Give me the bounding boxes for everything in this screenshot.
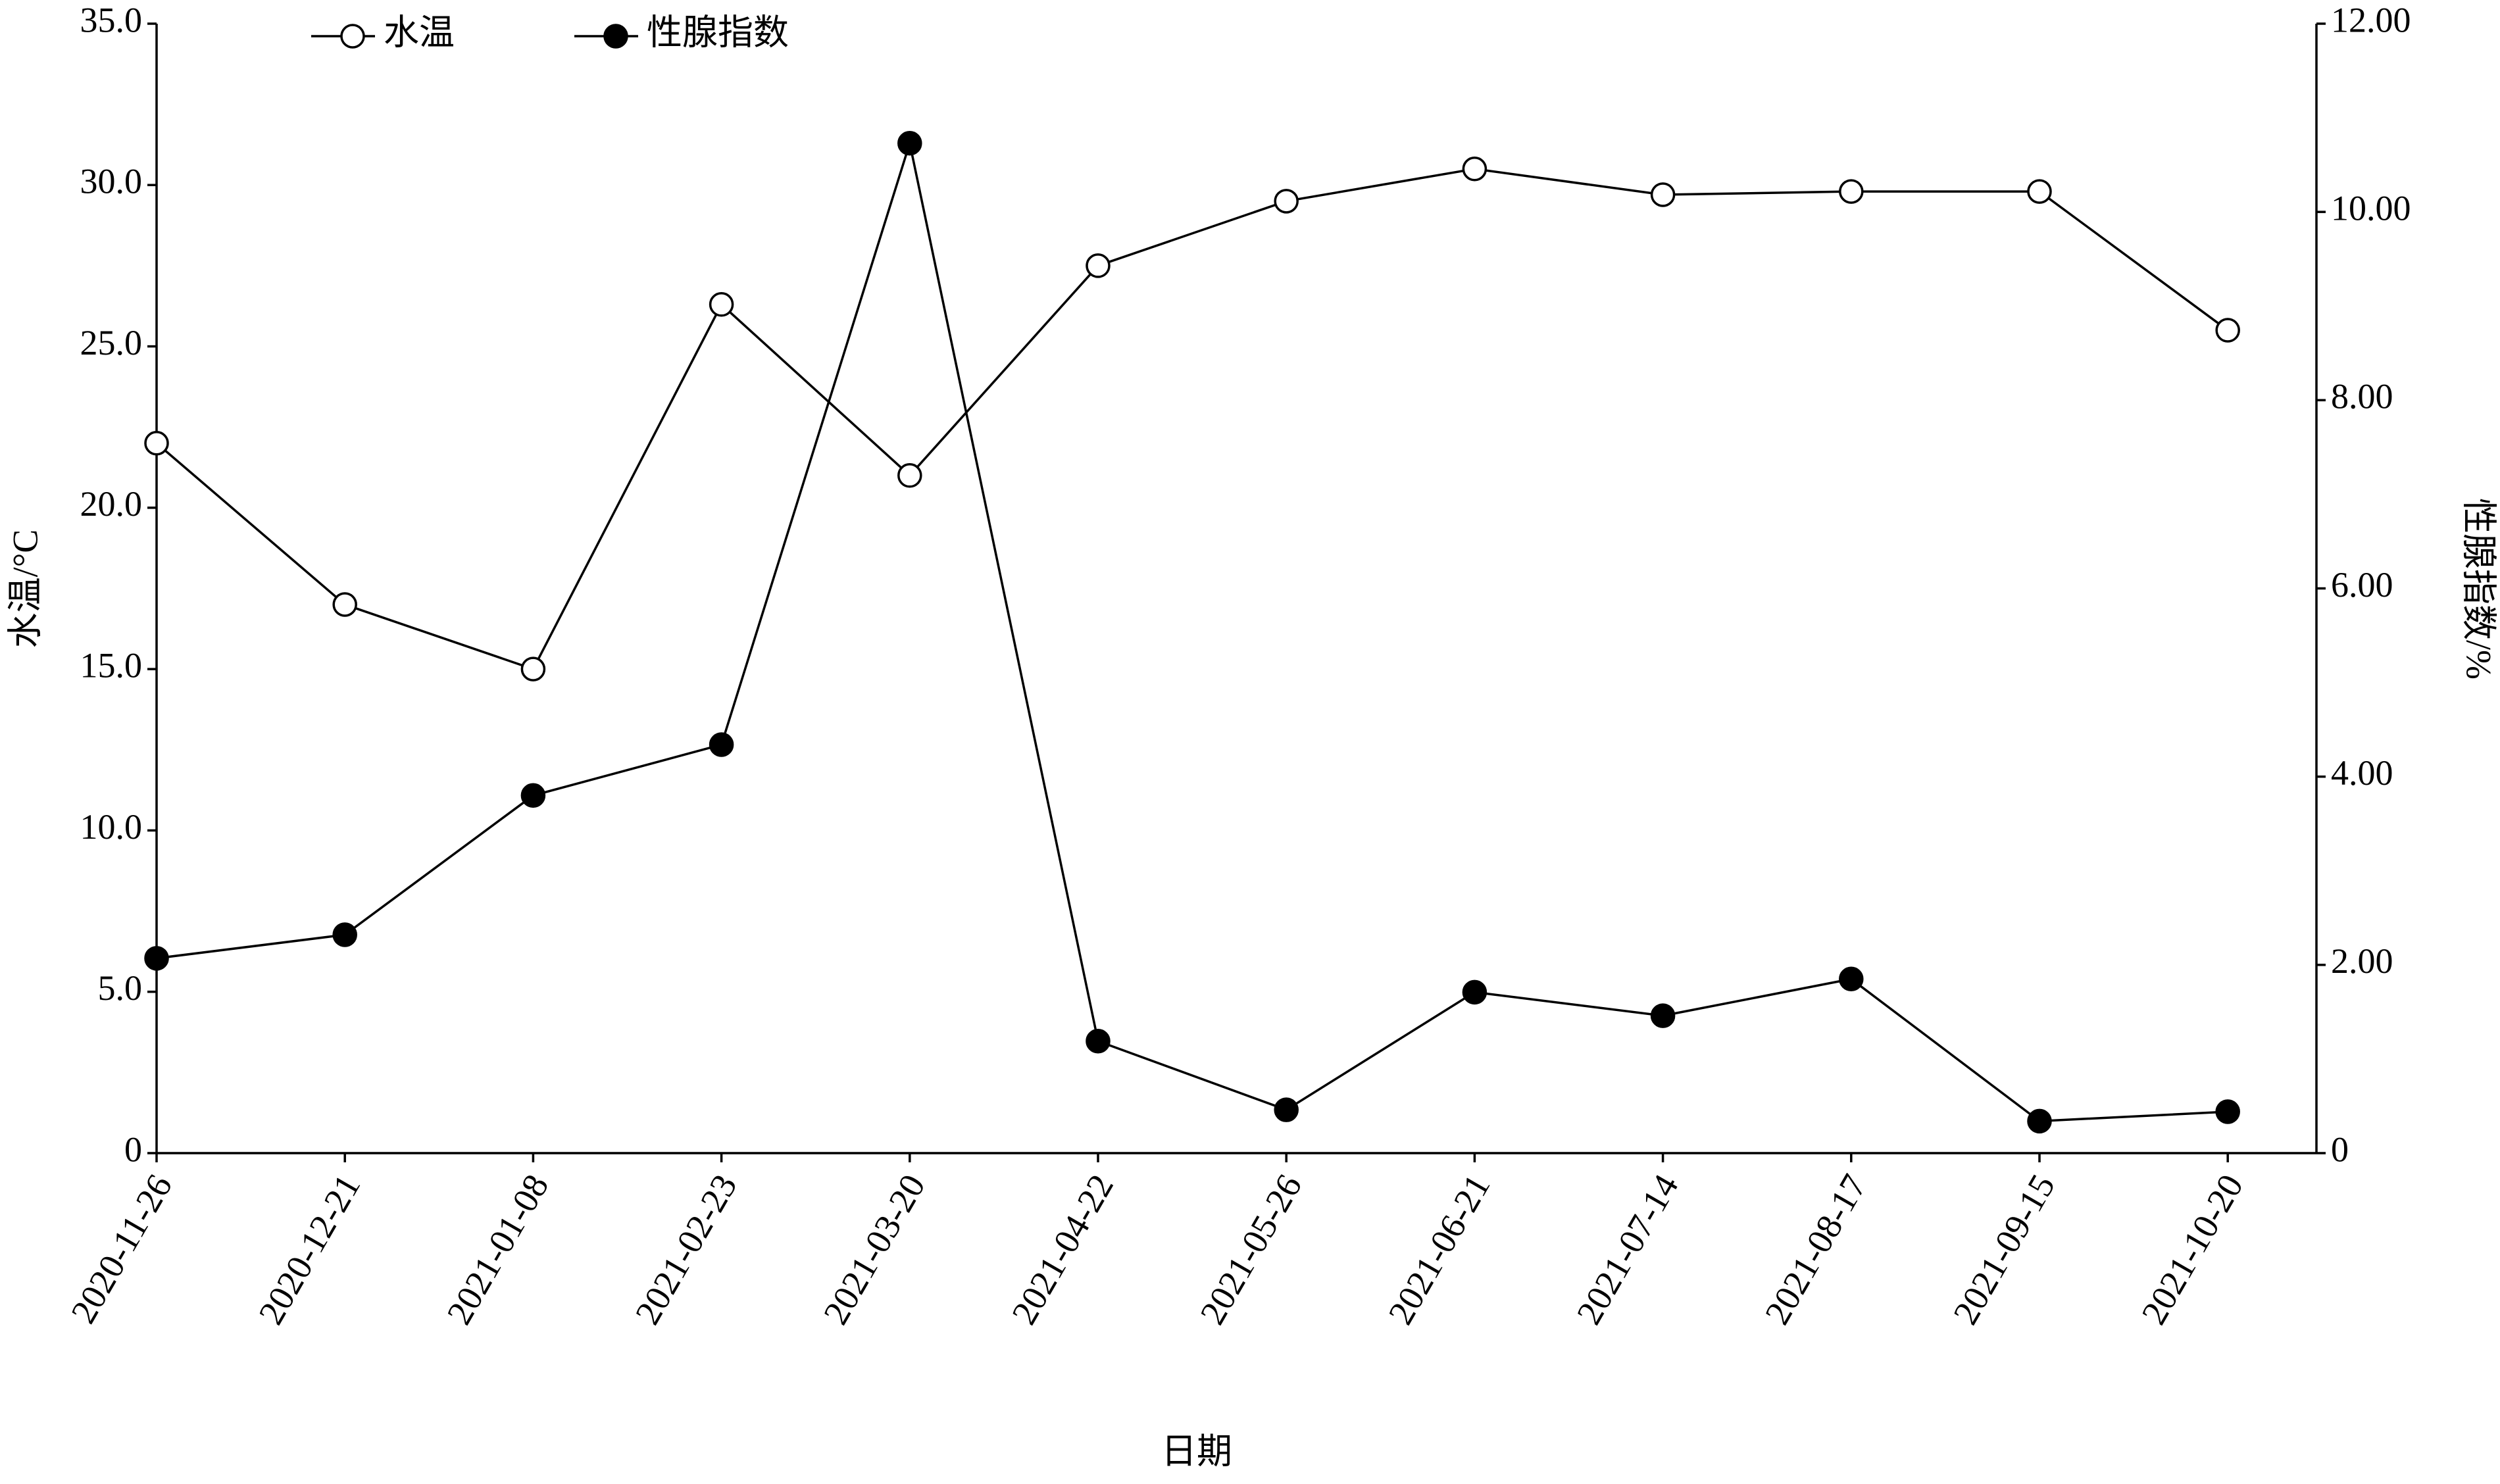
data-point xyxy=(332,592,357,617)
data-point xyxy=(520,656,546,681)
data-point xyxy=(1274,189,1299,214)
y2-tick-label: 8.00 xyxy=(2331,377,2393,416)
x-tick-label: 2021-02-23 xyxy=(628,1168,745,1331)
x-tick-label: 2020-12-21 xyxy=(251,1168,368,1331)
y-axis-label: 水温/°C xyxy=(5,530,45,649)
data-point xyxy=(2215,318,2240,343)
y2-tick-label: 6.00 xyxy=(2331,565,2393,605)
x-tick-label: 2021-01-08 xyxy=(439,1168,557,1331)
data-point xyxy=(1839,179,1864,204)
y-tick-label: 35.0 xyxy=(80,0,143,39)
data-point xyxy=(1839,966,1864,992)
x-tick-label: 2021-10-20 xyxy=(2134,1168,2251,1331)
data-point xyxy=(897,463,922,488)
data-point xyxy=(709,292,734,317)
y2-tick-label: 0 xyxy=(2331,1129,2349,1169)
series-line xyxy=(156,138,2228,1123)
data-point xyxy=(2027,179,2052,204)
legend-label: 水温 xyxy=(384,12,455,52)
data-point xyxy=(2027,1108,2052,1134)
data-point xyxy=(1462,157,1488,182)
x-axis-label: 日期 xyxy=(1161,1431,1232,1471)
y-tick-label: 25.0 xyxy=(80,323,143,362)
x-tick-label: 2021-04-22 xyxy=(1004,1168,1121,1331)
x-tick-label: 2020-11-26 xyxy=(63,1168,180,1329)
x-tick-label: 2021-03-20 xyxy=(816,1168,933,1331)
x-tick-label: 2021-07-14 xyxy=(1569,1168,1686,1331)
y-tick-label: 5.0 xyxy=(98,968,143,1008)
y2-tick-label: 12.00 xyxy=(2331,0,2411,39)
y2-tick-label: 10.00 xyxy=(2331,189,2411,228)
data-point xyxy=(144,430,169,456)
legend-marker xyxy=(340,24,365,49)
legend-label: 性腺指数 xyxy=(647,12,789,52)
x-tick-label: 2021-09-15 xyxy=(1945,1168,2062,1331)
series-line xyxy=(155,167,2229,671)
data-point xyxy=(1650,182,1676,207)
y-tick-label: 20.0 xyxy=(80,484,143,524)
data-point xyxy=(520,783,546,808)
y2-tick-label: 2.00 xyxy=(2331,941,2393,981)
data-point xyxy=(709,732,734,757)
y-tick-label: 30.0 xyxy=(80,162,143,201)
data-point xyxy=(332,922,357,947)
y-tick-label: 0 xyxy=(124,1129,142,1169)
data-point xyxy=(1650,1003,1676,1028)
data-point xyxy=(1462,979,1488,1005)
y-tick-label: 15.0 xyxy=(80,646,143,685)
legend-marker xyxy=(603,24,628,49)
data-point xyxy=(144,946,169,971)
data-point xyxy=(1086,1028,1111,1054)
data-point xyxy=(2215,1099,2240,1124)
y2-tick-label: 4.00 xyxy=(2331,753,2393,793)
x-tick-label: 2021-08-17 xyxy=(1757,1168,1874,1331)
y2-axis-label: 性腺指数/% xyxy=(2459,498,2499,680)
data-point xyxy=(897,130,922,156)
y-tick-label: 10.0 xyxy=(80,807,143,847)
data-point xyxy=(1086,253,1111,278)
x-tick-label: 2021-06-21 xyxy=(1381,1168,1498,1331)
data-point xyxy=(1274,1097,1299,1122)
x-tick-label: 2021-05-26 xyxy=(1192,1168,1309,1331)
